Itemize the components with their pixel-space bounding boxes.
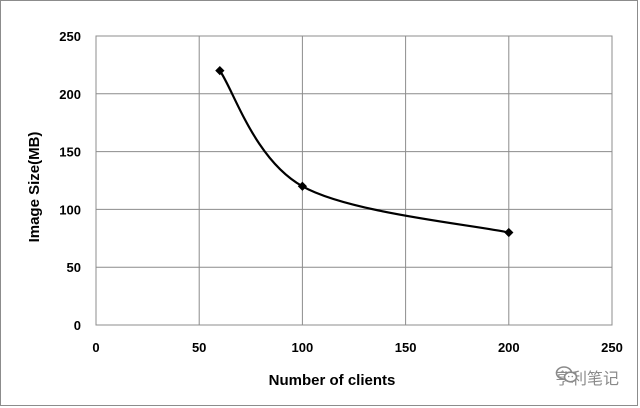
series-layer — [215, 66, 514, 238]
x-tick-label: 250 — [601, 340, 623, 355]
x-tick-label: 0 — [92, 340, 99, 355]
y-tick-label: 50 — [67, 260, 81, 275]
x-tick-label: 150 — [395, 340, 417, 355]
axis-ticks: 0 50 100 150 200 250 0 50 100 150 200 250 — [59, 29, 623, 355]
data-point-marker — [297, 181, 308, 191]
plot-area — [95, 35, 613, 326]
x-tick-label: 50 — [192, 340, 206, 355]
data-point-marker — [504, 227, 514, 238]
y-tick-label: 200 — [59, 87, 81, 102]
grid-lines — [95, 35, 613, 326]
x-tick-label: 200 — [498, 340, 520, 355]
y-tick-label: 150 — [59, 145, 81, 160]
y-axis-label: Image Size(MB) — [26, 132, 43, 243]
data-point-marker — [215, 66, 225, 76]
y-tick-label: 0 — [74, 318, 81, 333]
x-tick-label: 100 — [292, 340, 314, 355]
y-tick-label: 100 — [59, 202, 81, 217]
x-axis-label: Number of clients — [269, 372, 396, 389]
y-tick-label: 250 — [59, 29, 81, 44]
wechat-icon — [555, 366, 578, 383]
watermark: 亨利笔记 — [555, 365, 619, 389]
